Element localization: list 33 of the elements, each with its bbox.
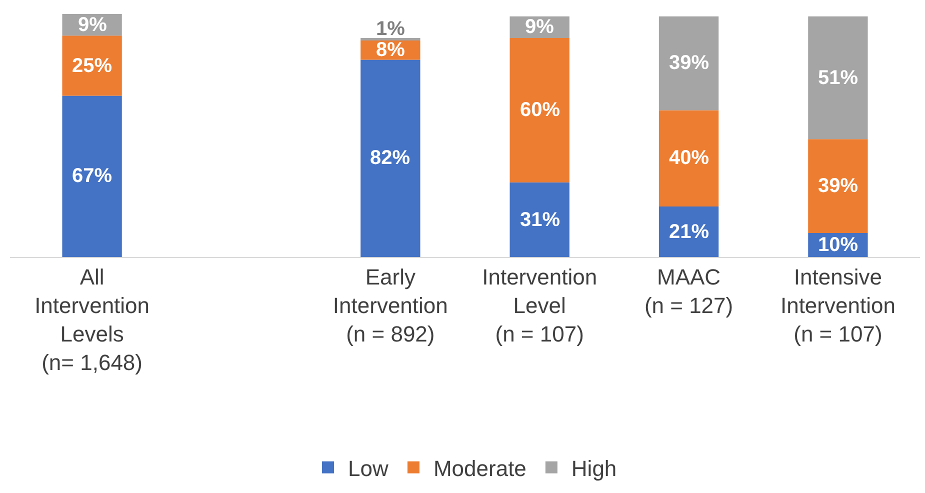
data-label: 39% bbox=[669, 52, 710, 74]
bar bbox=[808, 16, 868, 140]
data-label: 9% bbox=[525, 16, 554, 38]
data-label: 1% bbox=[376, 18, 406, 40]
legend-label: Low bbox=[348, 456, 388, 481]
data-label: 51% bbox=[818, 67, 858, 89]
bar bbox=[658, 16, 719, 110]
bar bbox=[658, 110, 719, 206]
bar bbox=[62, 36, 122, 96]
data-label: 40% bbox=[669, 147, 710, 169]
data-label: 60% bbox=[520, 99, 560, 121]
bar bbox=[62, 96, 122, 257]
data-label: 10% bbox=[818, 234, 858, 256]
bar bbox=[808, 139, 868, 233]
data-label: 67% bbox=[72, 165, 112, 187]
bar bbox=[360, 60, 420, 257]
x-tick-label: All Intervention Levels (n= 1,648) bbox=[34, 264, 150, 376]
data-label: 31% bbox=[520, 209, 560, 231]
data-label: 39% bbox=[818, 175, 858, 197]
data-label: 21% bbox=[669, 221, 710, 243]
x-tick-label: MAAC (n = 127) bbox=[644, 264, 734, 318]
x-tick-label: Early Intervention (n = 892) bbox=[332, 264, 448, 347]
data-label: 9% bbox=[78, 14, 108, 36]
bar bbox=[658, 206, 719, 257]
legend-label: High bbox=[571, 456, 617, 481]
x-tick-label: Intervention Level (n = 107) bbox=[482, 264, 598, 347]
bar bbox=[510, 38, 570, 182]
x-tick-label: Intensive Intervention (n = 107) bbox=[780, 264, 896, 347]
legend-label: Moderate bbox=[433, 456, 526, 481]
data-label: 25% bbox=[72, 55, 112, 77]
data-label: 82% bbox=[370, 147, 410, 169]
bar bbox=[510, 182, 570, 257]
data-label: 8% bbox=[376, 39, 406, 61]
